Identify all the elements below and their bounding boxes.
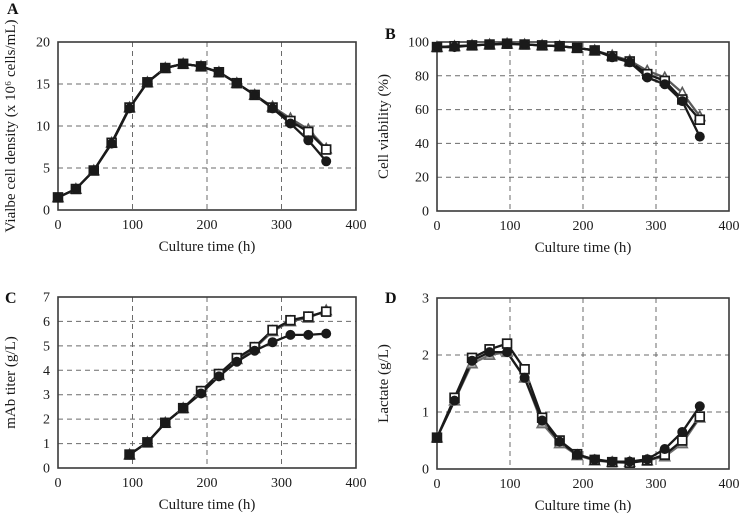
svg-text:100: 100: [122, 476, 143, 491]
panel-d-chart: 0 1 2 3 0 100 200 300 400 Culture time (h) Lactate…: [376, 292, 740, 515]
svg-text:400: 400: [719, 219, 740, 234]
svg-text:0: 0: [55, 476, 62, 491]
svg-text:1: 1: [422, 406, 429, 421]
svg-text:3: 3: [422, 292, 429, 307]
svg-text:mAb titer (g/L): mAb titer (g/L): [3, 336, 19, 428]
svg-text:400: 400: [719, 477, 740, 492]
svg-text:300: 300: [271, 218, 292, 233]
svg-text:5: 5: [43, 162, 50, 177]
svg-text:80: 80: [415, 69, 429, 84]
svg-text:Culture time (h): Culture time (h): [535, 498, 632, 514]
panel-b-chart: 0 20 40 60 80 100 0 100 200 300 400 Culture time (h…: [376, 36, 740, 257]
svg-text:300: 300: [646, 219, 667, 234]
svg-text:Culture time (h): Culture time (h): [159, 239, 256, 255]
panel-d: D 0 1 2 3 0 100 200 300 400 Culture time (h) Lacta…: [373, 264, 746, 528]
svg-text:2: 2: [43, 413, 50, 428]
svg-text:Lactate (g/L): Lactate (g/L): [376, 344, 392, 423]
panel-d-letter: D: [385, 290, 397, 307]
svg-text:300: 300: [271, 476, 292, 491]
svg-text:15: 15: [36, 78, 50, 93]
panel-c-letter: C: [5, 290, 17, 307]
svg-text:200: 200: [197, 476, 218, 491]
svg-text:100: 100: [408, 36, 429, 51]
svg-text:2: 2: [422, 349, 429, 364]
svg-text:40: 40: [415, 137, 429, 152]
panel-c-chart: 0 1 2 3 4 5 6 7 0 100 200 300 400 Culture time (h) mAb…: [3, 291, 367, 514]
svg-text:0: 0: [434, 219, 441, 234]
svg-text:1: 1: [43, 437, 50, 452]
svg-text:100: 100: [500, 219, 521, 234]
svg-text:0: 0: [434, 477, 441, 492]
svg-text:3: 3: [43, 388, 50, 403]
panel-c: C 0 1 2 3 4 5 6 7 0 100 200 300 400 Culture time (h) m…: [0, 264, 373, 528]
svg-text:0: 0: [55, 218, 62, 233]
svg-text:6: 6: [43, 315, 50, 330]
svg-text:Culture time (h): Culture time (h): [159, 497, 256, 513]
svg-text:60: 60: [415, 103, 429, 118]
panel-a: A 0 5 10 15 20 0 100 200 300 400 Culture time (h) V…: [0, 0, 373, 264]
svg-text:0: 0: [43, 204, 50, 219]
svg-text:0: 0: [422, 205, 429, 220]
svg-text:100: 100: [500, 477, 521, 492]
svg-text:0: 0: [43, 462, 50, 477]
panel-b: B 0 20 40 60 80 100 0 100 200 300 400 Culture time …: [373, 0, 746, 264]
svg-text:7: 7: [43, 291, 50, 306]
panel-a-letter: A: [7, 1, 19, 18]
svg-text:20: 20: [36, 36, 50, 51]
svg-text:Cell viability (%): Cell viability (%): [376, 74, 392, 179]
svg-text:20: 20: [415, 171, 429, 186]
svg-text:300: 300: [646, 477, 667, 492]
svg-text:0: 0: [422, 463, 429, 478]
panel-b-letter: B: [385, 26, 396, 43]
svg-text:4: 4: [43, 364, 50, 379]
svg-text:200: 200: [573, 219, 594, 234]
svg-text:5: 5: [43, 339, 50, 354]
svg-text:Vialbe cell density (x 10⁶ cel: Vialbe cell density (x 10⁶ cells/mL): [3, 19, 19, 232]
svg-text:400: 400: [346, 476, 367, 491]
svg-text:200: 200: [573, 477, 594, 492]
svg-text:400: 400: [346, 218, 367, 233]
svg-text:10: 10: [36, 120, 50, 135]
svg-text:Culture time (h): Culture time (h): [535, 240, 632, 256]
svg-text:200: 200: [197, 218, 218, 233]
svg-text:100: 100: [122, 218, 143, 233]
